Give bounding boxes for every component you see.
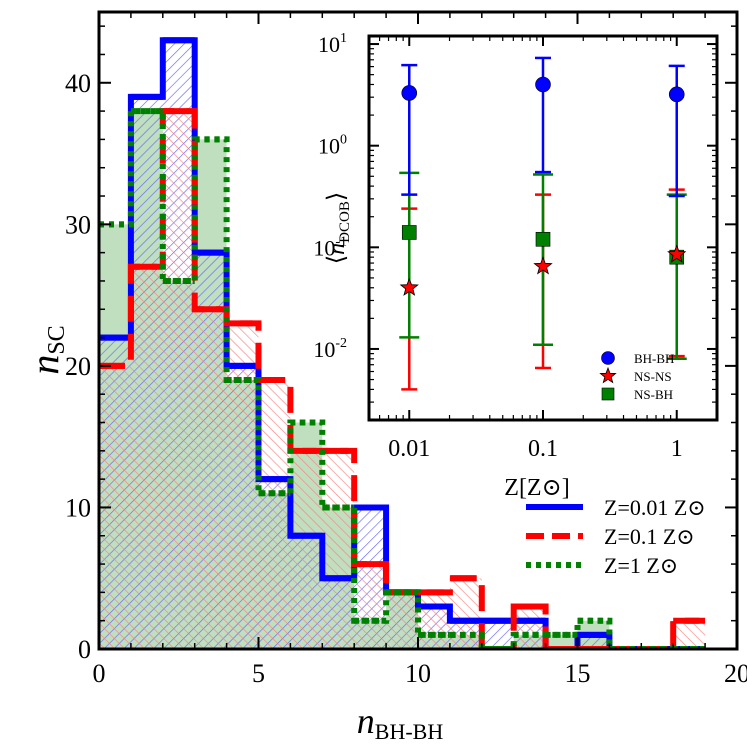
inset-legend-label-bh-bh: BH-BH [634,351,674,366]
inset-x-tick-label: 0.1 [528,436,558,462]
x-tick-label: 5 [252,659,265,688]
main-x-axis-label: nBH-BH [357,701,444,744]
histogram-fill-z01 [99,111,706,649]
x-tick-label: 0 [93,659,106,688]
x-tick-label: 10 [405,659,431,688]
inset-x-tick-label: 0.01 [388,436,430,462]
data-point [668,86,685,103]
inset-legend-label-ns-bh: NS-BH [634,387,673,402]
histogram-outline [99,108,706,649]
data-point [535,231,551,247]
inset-legend-marker-bh-bh [601,351,615,365]
histogram-outline [99,108,706,649]
inset-markers-bh-bh [401,76,685,103]
y-tick-label: 20 [65,352,91,381]
inset-chart: 0.01 0.1 1 10-2 10-1 100 101 Z[Z⊙] ⟨nDCOB⟩ BH… [313,31,719,501]
inset-legend: BH-BH NS-NS NS-BH [599,351,674,402]
inset-y-tick-label: 101 [318,31,347,57]
data-point [667,244,687,263]
legend-label-z001: Z=0.01 Z⊙ [604,495,706,520]
main-legend: Z=0.01 Z⊙ Z=0.1 Z⊙ Z=1 Z⊙ [526,495,706,578]
inset-y-axis-label: ⟨nDCOB⟩ [324,192,353,264]
x-tick-label: 15 [565,659,591,688]
y-tick-label: 0 [78,635,91,664]
y-tick-label: 10 [65,493,91,522]
data-point [535,76,551,93]
histogram-series-z01 [99,108,706,649]
legend-label-z1: Z=1 Z⊙ [604,553,678,578]
histogram-series-z1 [99,108,706,649]
main-y-axis-label: nSC [22,325,70,374]
inset-x-tick-label: 1 [671,436,683,462]
inset-legend-marker-ns-ns [599,366,617,384]
inset-y-tick-label: 100 [318,133,347,159]
data-point [533,256,553,275]
inset-y-tick-label: 10-1 [313,234,347,260]
legend-label-z01: Z=0.1 Z⊙ [604,524,695,549]
x-tick-label: 20 [724,659,747,688]
data-point [401,225,417,240]
inset-x-axis-label: Z[Z⊙] [504,475,569,501]
y-tick-label: 40 [65,69,91,98]
data-point [399,277,419,296]
data-point [401,85,418,101]
inset-y-tick-label: 10-2 [313,336,347,362]
inset-legend-marker-ns-bh [601,387,615,401]
inset-markers-ns-ns [399,244,687,296]
inset-legend-label-ns-ns: NS-NS [634,369,672,384]
y-tick-label: 30 [65,210,91,239]
